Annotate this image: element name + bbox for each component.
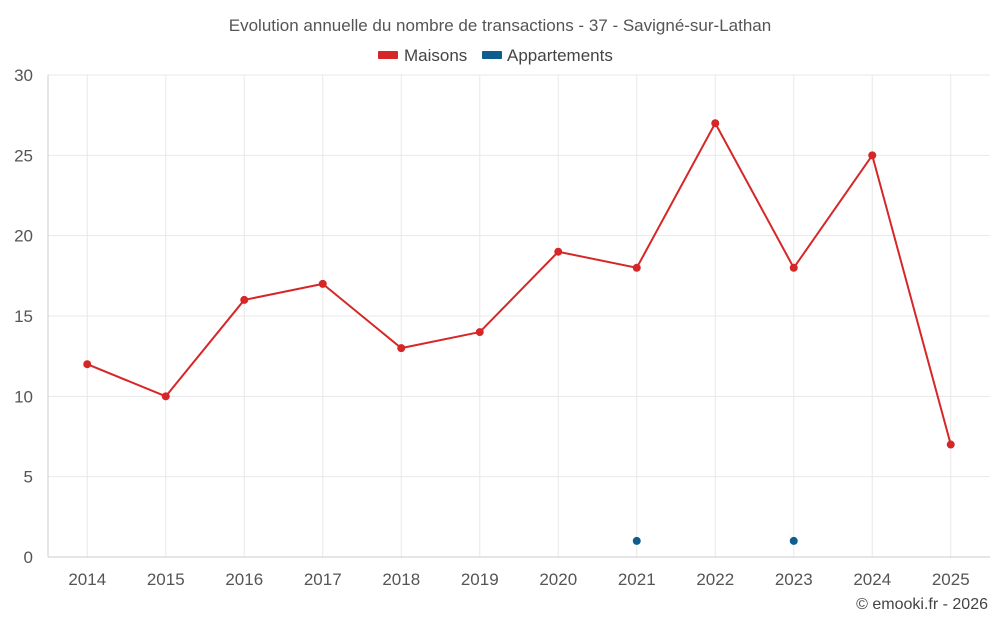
legend-item-appartements[interactable]: Appartements [482, 46, 613, 65]
x-tick-label-2024: 2024 [853, 570, 891, 589]
series-appartements [632, 536, 798, 545]
x-tick-label-2022: 2022 [696, 570, 734, 589]
legend-label-maisons: Maisons [404, 46, 467, 65]
legend: Maisons Appartements [378, 46, 613, 65]
x-tick-label-2020: 2020 [539, 570, 577, 589]
x-tick-label-2015: 2015 [147, 570, 185, 589]
chart-title: Evolution annuelle du nombre de transact… [229, 16, 771, 35]
legend-swatch-maisons [378, 51, 398, 59]
y-tick-label-30: 30 [14, 66, 33, 85]
data-point-maisons-2021[interactable] [632, 263, 641, 272]
data-point-maisons-2015[interactable] [161, 392, 170, 401]
x-tick-label-2018: 2018 [382, 570, 420, 589]
series-line-maisons [86, 122, 952, 445]
credit-text: © emooki.fr - 2026 [856, 596, 988, 613]
data-point-appartements-2021[interactable] [632, 536, 641, 545]
x-tick-label-2014: 2014 [68, 570, 106, 589]
x-tick-label-2025: 2025 [932, 570, 970, 589]
legend-item-maisons[interactable]: Maisons [378, 46, 467, 65]
y-tick-label-5: 5 [24, 468, 33, 487]
data-point-maisons-2014[interactable] [83, 360, 92, 369]
y-tick-label-0: 0 [24, 548, 33, 567]
grid [48, 74, 990, 557]
data-point-maisons-2024[interactable] [868, 151, 877, 160]
x-tick-label-2021: 2021 [618, 570, 656, 589]
x-tick-label-2016: 2016 [225, 570, 263, 589]
x-tick-label-2019: 2019 [461, 570, 499, 589]
y-tick-label-15: 15 [14, 307, 33, 326]
data-point-maisons-2023[interactable] [789, 263, 798, 272]
data-point-maisons-2017[interactable] [318, 279, 327, 288]
data-point-maisons-2016[interactable] [240, 295, 249, 304]
y-tick-label-10: 10 [14, 387, 33, 406]
legend-label-appartements: Appartements [507, 46, 613, 65]
data-point-maisons-2019[interactable] [475, 328, 484, 337]
data-point-maisons-2020[interactable] [554, 247, 563, 256]
y-tick-label-20: 20 [14, 227, 33, 246]
data-point-maisons-2022[interactable] [711, 119, 720, 128]
legend-swatch-appartements [482, 51, 502, 59]
y-tick-label-25: 25 [14, 146, 33, 165]
series-maisons [83, 119, 955, 449]
series [83, 119, 955, 545]
data-point-maisons-2018[interactable] [397, 344, 406, 353]
data-point-maisons-2025[interactable] [946, 440, 955, 449]
x-tick-label-2017: 2017 [304, 570, 342, 589]
data-point-appartements-2023[interactable] [789, 536, 798, 545]
x-tick-label-2023: 2023 [775, 570, 813, 589]
